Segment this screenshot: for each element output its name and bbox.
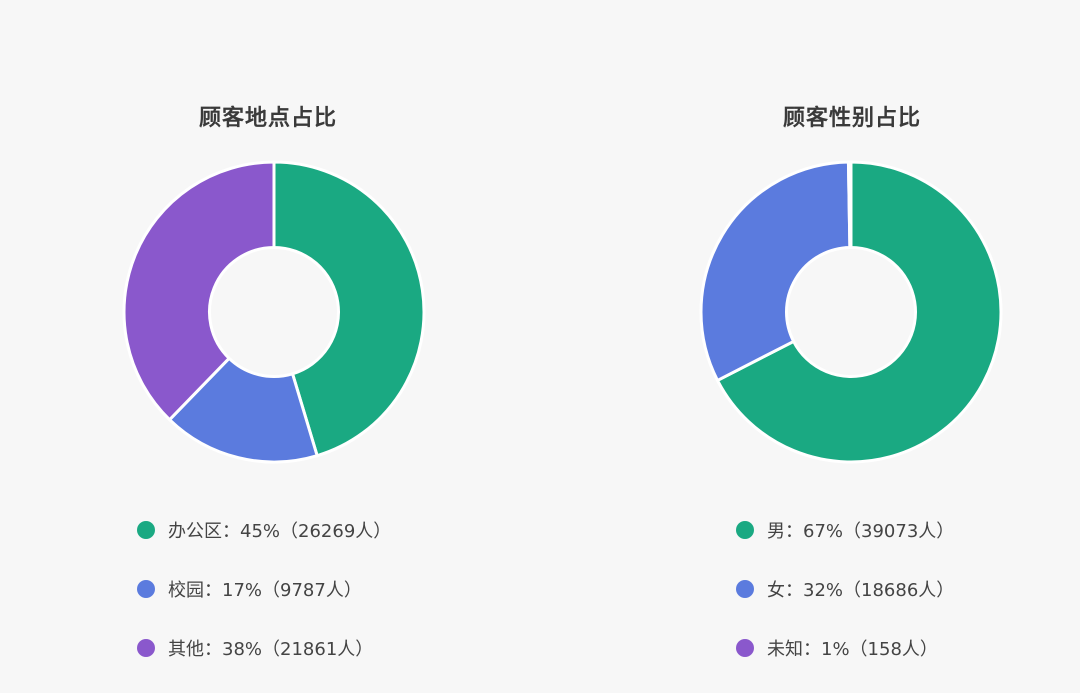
donut-slice-3[interactable] <box>846 160 853 250</box>
location-donut-chart <box>122 160 426 464</box>
legend-label: 未知：1%（158人） <box>767 638 938 660</box>
legend: 男：67%（39073人） 女：32%（18686人） 未知：1%（158人） <box>736 500 954 677</box>
donut-slice-1[interactable] <box>716 160 1003 464</box>
gender-donut-chart <box>699 160 1003 464</box>
legend-dot-icon <box>736 520 754 539</box>
legend-label: 办公区：45%（26269人） <box>168 520 392 542</box>
donut-slice-2[interactable] <box>168 356 319 464</box>
donut-slice-2[interactable] <box>699 160 852 382</box>
legend-item-other[interactable]: 其他：38%（21861人） <box>137 618 391 677</box>
donut-slice-1[interactable] <box>272 160 426 458</box>
legend-label: 男：67%（39073人） <box>767 520 955 542</box>
legend-dot-icon <box>137 579 155 598</box>
chart-title: 顾客地点占比 <box>198 106 337 131</box>
legend-label: 其他：38%（21861人） <box>168 638 374 660</box>
legend-dot-icon <box>736 638 754 657</box>
legend-dot-icon <box>736 579 754 598</box>
legend: 办公区：45%（26269人） 校园：17%（9787人） 其他：38%（218… <box>137 500 391 677</box>
legend-item-unknown[interactable]: 未知：1%（158人） <box>736 618 954 677</box>
legend-item-campus[interactable]: 校园：17%（9787人） <box>137 559 391 618</box>
chart-title: 顾客性别占比 <box>782 106 921 131</box>
legend-item-male[interactable]: 男：67%（39073人） <box>736 500 954 559</box>
legend-dot-icon <box>137 520 155 539</box>
legend-item-office[interactable]: 办公区：45%（26269人） <box>137 500 391 559</box>
legend-item-female[interactable]: 女：32%（18686人） <box>736 559 954 618</box>
location-chart-panel: 顾客地点占比 办公区：45%（26269人） 校园：17%（9787人） 其他：… <box>122 106 426 677</box>
legend-label: 女：32%（18686人） <box>767 579 955 601</box>
gender-chart-panel: 顾客性别占比 男：67%（39073人） 女：32%（18686人） 未知：1%… <box>540 0 1080 693</box>
legend-dot-icon <box>137 638 155 657</box>
legend-label: 校园：17%（9787人） <box>168 579 362 601</box>
donut-slice-3[interactable] <box>122 160 276 422</box>
